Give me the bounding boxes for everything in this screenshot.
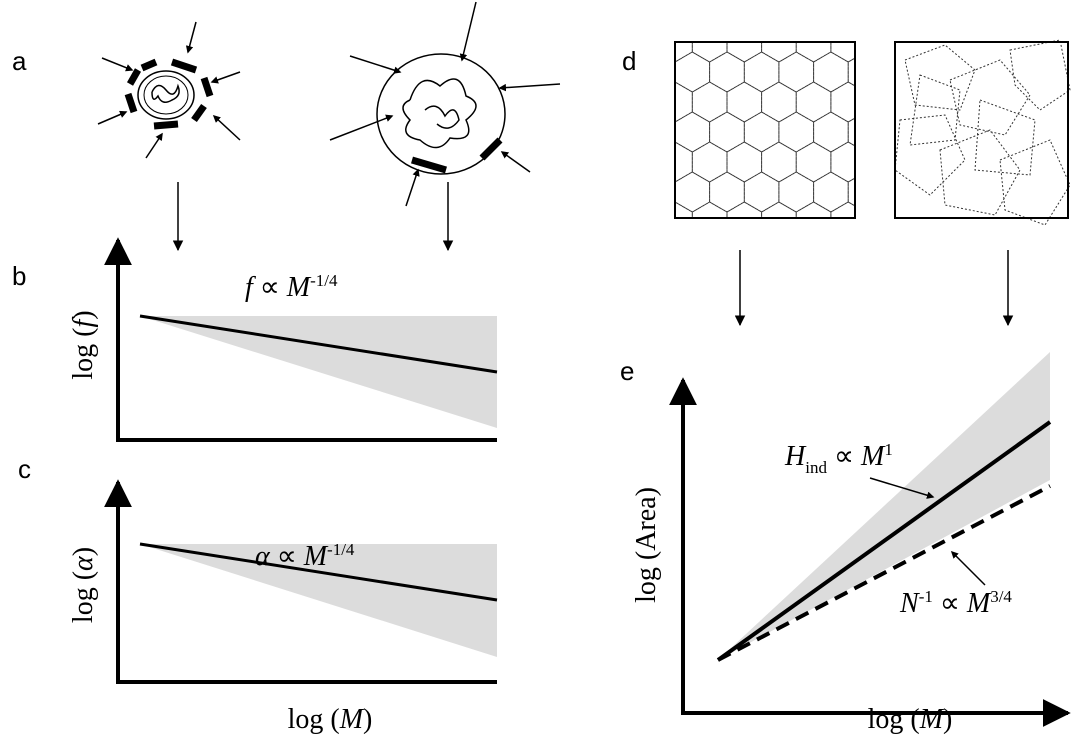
hexagon bbox=[779, 232, 814, 272]
hexagon bbox=[779, 172, 814, 212]
hexagon bbox=[762, 142, 797, 182]
hexagon bbox=[814, 172, 849, 212]
small-cell bbox=[98, 22, 240, 158]
hexagon bbox=[848, 0, 883, 32]
hexagon bbox=[883, 52, 918, 92]
hexagon bbox=[623, 142, 658, 182]
plot-b: log (f) f ∝ M-1/4 bbox=[68, 240, 497, 440]
hexagon-grid bbox=[623, 0, 918, 272]
hexagon bbox=[779, 52, 814, 92]
hexagon bbox=[675, 232, 710, 272]
hexagon bbox=[814, 232, 849, 272]
hexagon bbox=[831, 142, 866, 182]
hexagon bbox=[744, 52, 779, 92]
hexagon bbox=[796, 142, 831, 182]
panel-label: e bbox=[620, 356, 634, 386]
hexagon bbox=[796, 82, 831, 122]
y-axis-label: log (Area) bbox=[631, 487, 662, 603]
panel-label: a bbox=[12, 46, 27, 76]
territory-box bbox=[895, 42, 1068, 218]
hexagon bbox=[848, 232, 883, 272]
hexagon bbox=[640, 0, 675, 32]
hexagon bbox=[779, 0, 814, 32]
hexagon bbox=[796, 202, 831, 242]
hexagon bbox=[675, 172, 710, 212]
hexagon bbox=[762, 82, 797, 122]
hexagon bbox=[623, 202, 658, 242]
hexagon bbox=[675, 0, 710, 32]
hexagon bbox=[744, 172, 779, 212]
hexagon bbox=[848, 112, 883, 152]
hexagon bbox=[640, 52, 675, 92]
hexagon bbox=[692, 142, 727, 182]
large-cell bbox=[330, 2, 560, 206]
hexagon bbox=[710, 232, 745, 272]
plot-c: log (α) α ∝ M-1/4 log (M) bbox=[68, 482, 497, 735]
hexagon bbox=[762, 202, 797, 242]
hexagon bbox=[779, 112, 814, 152]
hexagon bbox=[710, 172, 745, 212]
formula: Hind ∝ M1 bbox=[784, 440, 893, 477]
formula: f ∝ M-1/4 bbox=[245, 271, 338, 303]
arrow bbox=[178, 182, 1008, 325]
hexagon bbox=[744, 232, 779, 272]
hexagon bbox=[883, 0, 918, 32]
hexagon bbox=[883, 172, 918, 212]
hexagon bbox=[848, 52, 883, 92]
hexagon bbox=[883, 232, 918, 272]
hexagon bbox=[727, 202, 762, 242]
hexagon bbox=[727, 82, 762, 122]
panel-label: c bbox=[18, 454, 31, 484]
hexagon bbox=[640, 172, 675, 212]
hexagon bbox=[710, 0, 745, 32]
y-axis-label: log (f) bbox=[68, 310, 99, 379]
hexagon bbox=[710, 52, 745, 92]
hexagon bbox=[640, 232, 675, 272]
hexagon bbox=[623, 82, 658, 122]
hexagon bbox=[727, 142, 762, 182]
y-axis-label: log (α) bbox=[68, 547, 99, 623]
panel-label: b bbox=[12, 261, 26, 291]
hexagon bbox=[814, 52, 849, 92]
overlapping-ranges bbox=[895, 40, 1070, 225]
hexagon bbox=[883, 112, 918, 152]
hexagon bbox=[744, 0, 779, 32]
hexagon bbox=[675, 112, 710, 152]
hexagon bbox=[692, 82, 727, 122]
x-axis-label: log (M) bbox=[868, 704, 953, 735]
hexagon bbox=[710, 112, 745, 152]
formula: N-1 ∝ M3/4 bbox=[899, 587, 1012, 619]
hexagon bbox=[848, 172, 883, 212]
hexagon bbox=[831, 202, 866, 242]
hexagon bbox=[744, 112, 779, 152]
territory-box bbox=[675, 42, 855, 218]
hexagon bbox=[814, 112, 849, 152]
hexagon bbox=[675, 52, 710, 92]
hexagon bbox=[692, 202, 727, 242]
x-axis-label: log (M) bbox=[288, 704, 373, 735]
panel-label: d bbox=[622, 46, 636, 76]
hexagon bbox=[640, 112, 675, 152]
hexagon bbox=[814, 0, 849, 32]
figure: a b c d e log (f) f ∝ M-1/4 log (α) α ∝ … bbox=[0, 0, 1073, 742]
hexagon bbox=[831, 82, 866, 122]
plot-e: log (Area) log (M) Hind ∝ M1 N-1 ∝ M3/4 bbox=[631, 352, 1068, 735]
